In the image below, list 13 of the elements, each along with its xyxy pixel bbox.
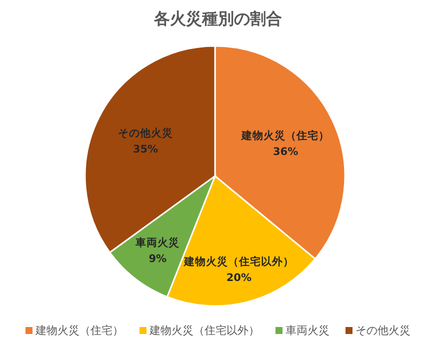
legend-label: 建物火災（住宅） bbox=[34, 324, 124, 337]
data-label: 20% bbox=[226, 272, 252, 284]
data-label: 36% bbox=[273, 146, 299, 158]
slice-label: その他火災 bbox=[118, 126, 173, 140]
legend-label: その他火災 bbox=[356, 324, 410, 337]
slice-label: 建物火災（住宅以外） bbox=[182, 255, 294, 268]
data-label: 9% bbox=[148, 252, 168, 265]
legend-label: 車両火災 bbox=[286, 324, 330, 337]
slice-label: 建物火災（住宅） bbox=[240, 128, 330, 142]
data-label: 35% bbox=[132, 144, 159, 156]
chart-title: 各火災種別の割合 bbox=[153, 9, 282, 28]
legend-label: 建物火災（住宅以外） bbox=[148, 324, 260, 337]
slice-label: 車両火災 bbox=[134, 236, 180, 249]
